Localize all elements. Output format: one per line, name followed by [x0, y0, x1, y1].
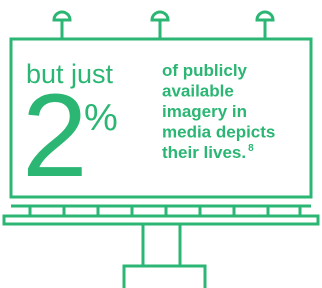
statement-line: imagery in	[162, 102, 247, 121]
lamps	[54, 12, 273, 38]
statement-line: their lives.	[162, 143, 246, 162]
statement-line: of publicly	[162, 61, 248, 80]
statement-line: available	[162, 82, 234, 101]
unit: %	[84, 97, 118, 139]
billboard-graphic: but just 2 % of publiclyavailableimagery…	[0, 0, 322, 288]
big-number: 2	[22, 70, 88, 202]
footnote-marker: 8	[248, 143, 254, 154]
page: {"billboard": { "lead": "but just", "num…	[0, 0, 322, 288]
rail	[4, 206, 318, 224]
post	[124, 224, 205, 288]
statement-line: media depicts	[162, 123, 275, 142]
